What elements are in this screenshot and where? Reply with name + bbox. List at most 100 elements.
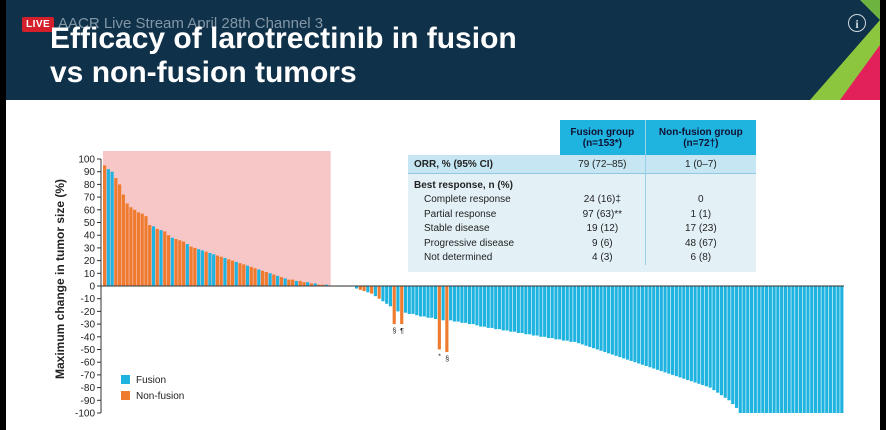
bar [106,169,110,286]
bar [272,274,276,286]
annotation-mark: * [438,354,441,361]
bar [550,286,554,339]
bar [757,286,761,413]
bar [561,286,566,341]
orr-fusion: 79 (72–85) [560,155,646,174]
bar [558,286,562,340]
bar [738,286,742,413]
y-tick-label: 40 [84,231,96,242]
bar [494,286,498,330]
bar [637,286,641,364]
bar [178,240,182,286]
bar [667,286,671,374]
bar [151,226,156,286]
bar [795,286,799,413]
bar [287,279,291,286]
bar [546,286,551,339]
bar [227,259,231,286]
row-nonfusion: 48 (67) [644,236,756,251]
header-fusion: Fusion group (n=153*) [560,120,646,155]
bar [528,286,532,335]
bar [516,286,520,333]
bar [467,286,472,325]
bar [464,286,468,323]
y-tick-label: -10 [81,294,96,305]
bar [159,230,163,286]
y-tick-label: 60 [84,205,96,216]
bar [749,286,754,413]
bar [625,286,629,360]
bar [810,286,814,413]
y-tick-label: 30 [84,243,96,254]
bar [798,286,803,413]
bar [776,286,780,413]
y-tick-label: -90 [81,396,96,407]
bar [670,286,675,375]
bar [836,286,840,413]
bar [655,286,660,370]
bar [802,286,806,413]
bar [317,284,321,286]
bar [189,246,193,286]
bar [140,213,144,286]
bar [746,286,750,413]
header-nonfusion-label: Non-fusion group [658,126,743,138]
y-tick-label: -30 [81,320,96,331]
bar [753,286,757,413]
bar [708,286,712,388]
y-tick-label: 0 [89,282,95,293]
bar [121,194,125,286]
bar [817,286,821,413]
legend-swatch-fusion [121,375,130,384]
bar [678,286,682,378]
bar [449,286,453,321]
bar [103,165,107,286]
bar [644,286,648,367]
bar [219,256,223,286]
bar [114,178,118,286]
stream-label: AACR Live Stream April 28th Channel 3 [58,15,324,32]
bar [535,286,539,336]
bar [765,286,769,413]
table-corner [408,120,560,155]
bar [422,286,426,317]
table-row: Not determined 4 (3) 6 (8) [408,250,756,265]
bar [298,280,302,286]
bar [148,225,152,286]
bar [731,286,735,405]
bar [622,286,626,359]
bar [569,286,573,342]
bar [396,286,400,312]
bar [840,286,844,413]
info-icon[interactable]: i [848,14,866,32]
bar [276,275,280,286]
bar [245,265,250,286]
bar [441,286,445,321]
response-table: Fusion group (n=153*) Non-fusion group (… [408,120,756,272]
bar [524,286,528,335]
bar [418,286,423,317]
bar [456,286,460,322]
bar [452,286,456,322]
row-label: Stable disease [424,223,490,235]
bar [204,251,208,286]
bar [648,286,652,368]
orr-label: ORR, % (95% CI) [408,155,560,174]
bar [663,286,667,373]
table-row: Stable disease 19 (12) 17 (23) [408,221,756,236]
y-tick-label: -70 [81,370,96,381]
bar [321,284,325,286]
legend-swatch-nonfusion [121,391,130,400]
y-tick-label: 50 [84,218,96,229]
bar [163,231,167,286]
y-axis-label: Maximum change in tumor size (%) [53,179,67,379]
table-row: Partial response 97 (63)** 1 (1) [408,207,756,222]
corner-logo-shapes [810,0,880,100]
annotations: § ¶* § [393,328,450,363]
bar [471,286,475,325]
bar [591,286,596,349]
bar [486,286,490,328]
bar [614,286,618,356]
header-fusion-label: Fusion group [570,126,635,138]
bar [302,282,306,286]
